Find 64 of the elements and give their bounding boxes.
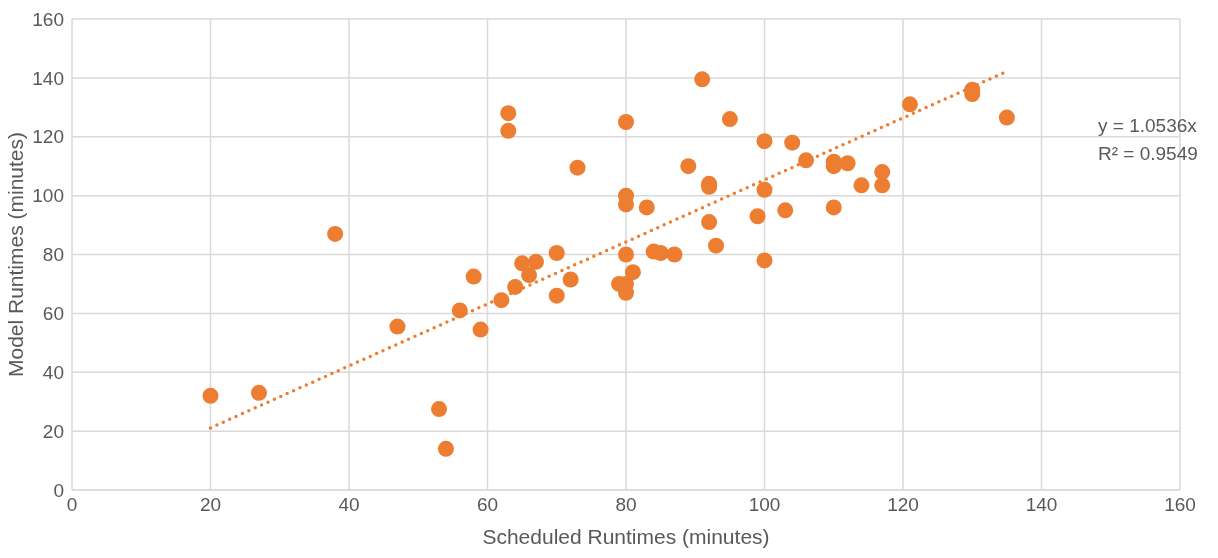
point <box>562 271 579 288</box>
x-tick-label: 20 <box>199 494 222 516</box>
point <box>548 287 565 304</box>
point <box>749 208 766 225</box>
point <box>465 268 482 285</box>
point <box>624 264 641 281</box>
point <box>472 321 489 338</box>
x-tick-label: 0 <box>66 494 78 516</box>
point <box>853 177 870 194</box>
point <box>701 214 718 231</box>
annotation: y = 1.0536x <box>1098 114 1198 138</box>
y-tick-label: 80 <box>42 244 64 266</box>
y-tick-label: 20 <box>42 420 64 442</box>
y-axis-title: Model Runtimes (minutes) <box>4 131 28 378</box>
x-axis-title: Scheduled Runtimes (minutes) <box>482 525 770 548</box>
point <box>500 105 517 122</box>
y-tick-label: 60 <box>42 303 64 325</box>
point <box>756 181 773 198</box>
x-tick-label: 100 <box>748 494 781 516</box>
x-tick-label: 60 <box>476 494 499 516</box>
point <box>493 292 510 309</box>
point <box>507 278 524 295</box>
x-tick-label: 120 <box>887 494 919 516</box>
point <box>202 387 219 404</box>
point <box>437 440 454 457</box>
x-tick-label: 140 <box>1025 494 1058 516</box>
x-tick-label: 160 <box>1164 494 1196 516</box>
y-tick-label: 140 <box>32 67 64 89</box>
point <box>527 253 544 270</box>
point <box>874 177 891 194</box>
point <box>451 302 468 319</box>
point <box>901 96 918 113</box>
point <box>389 318 406 335</box>
point <box>784 134 801 151</box>
point <box>839 155 856 172</box>
point <box>327 225 344 242</box>
x-tick-label: 80 <box>615 494 637 516</box>
point <box>431 401 448 418</box>
x-tick-label: 40 <box>338 494 360 516</box>
point <box>998 109 1015 126</box>
point <box>548 245 565 262</box>
y-tick-label: 40 <box>42 361 64 383</box>
point <box>708 237 725 254</box>
point <box>618 114 634 131</box>
y-tick-label: 100 <box>32 185 64 207</box>
point <box>756 252 773 269</box>
point <box>874 164 891 181</box>
point <box>666 246 683 263</box>
y-tick-label: 120 <box>32 126 64 148</box>
point <box>680 158 697 175</box>
point <box>569 159 586 176</box>
point <box>694 71 711 88</box>
y-tick-label: 160 <box>32 8 64 30</box>
annotation: R² = 0.9549 <box>1098 142 1198 166</box>
point <box>756 133 773 150</box>
point <box>825 199 842 216</box>
y-tick-label: 0 <box>53 479 64 501</box>
point <box>521 267 538 284</box>
point <box>777 202 794 219</box>
point <box>638 199 655 216</box>
point <box>721 111 738 128</box>
point <box>618 246 634 263</box>
point <box>500 122 517 139</box>
point <box>250 384 267 401</box>
